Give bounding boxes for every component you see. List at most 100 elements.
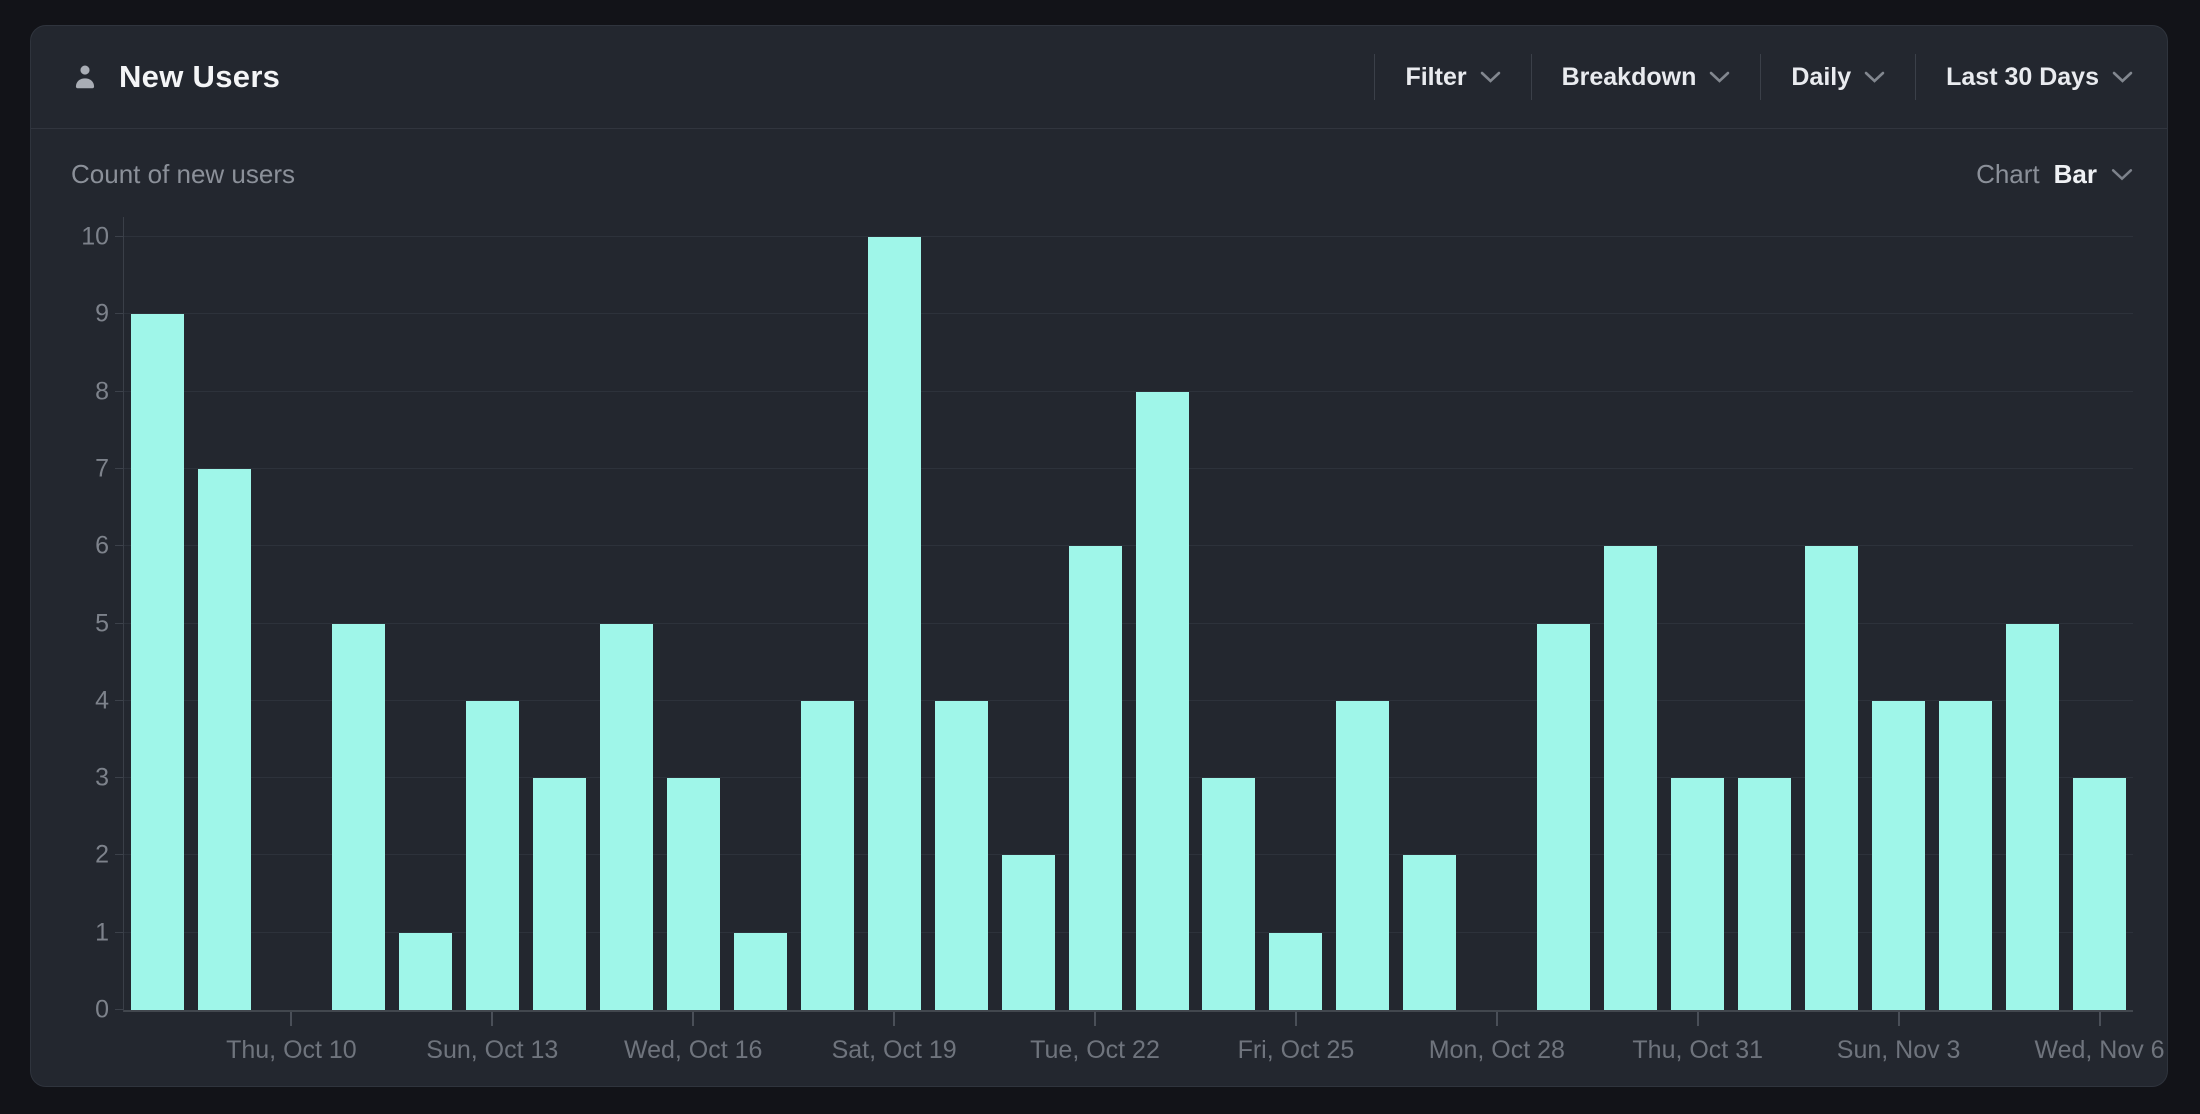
chart-bar[interactable] (1068, 546, 1122, 1010)
x-axis-label: Sat, Oct 19 (831, 1036, 957, 1064)
x-axis-tick (290, 1012, 293, 1026)
chart-bar[interactable] (197, 468, 251, 1010)
card-header: New Users Filter Breakdown Daily Last 30… (31, 26, 2167, 129)
chart-bar[interactable] (1336, 700, 1390, 1010)
bar-slot (1999, 217, 2066, 1010)
filter-dropdown[interactable]: Filter (1374, 54, 1530, 100)
bar-slot (727, 217, 794, 1010)
gridline (124, 390, 2133, 392)
chart-bar[interactable] (867, 237, 921, 1010)
chart-bar[interactable] (1135, 391, 1189, 1010)
bar-slot (1396, 217, 1463, 1010)
bar-slot (593, 217, 660, 1010)
chevron-down-icon (1710, 71, 1730, 83)
x-axis-tick (2098, 1012, 2101, 1026)
bar-slot (1262, 217, 1329, 1010)
y-axis-label: 4 (95, 686, 109, 715)
chart-bar[interactable] (1738, 778, 1792, 1010)
y-axis-label: 6 (95, 531, 109, 560)
y-axis-tick (115, 777, 123, 779)
new-users-card: New Users Filter Breakdown Daily Last 30… (30, 25, 2168, 1087)
chart-bar[interactable] (1403, 855, 1457, 1010)
chart-bar[interactable] (465, 700, 519, 1010)
granularity-dropdown[interactable]: Daily (1760, 54, 1915, 100)
chart-bar[interactable] (1202, 778, 1256, 1010)
y-axis-tick (115, 545, 123, 547)
chart-bar[interactable] (331, 623, 385, 1010)
chart-bar[interactable] (1671, 778, 1725, 1010)
bar-slot (1731, 217, 1798, 1010)
breakdown-dropdown[interactable]: Breakdown (1530, 54, 1761, 100)
gridline (124, 699, 2133, 701)
chart-type-dropdown[interactable]: Chart Bar (1976, 159, 2133, 190)
date-range-dropdown[interactable]: Last 30 Days (1915, 54, 2137, 100)
chart-bar[interactable] (934, 700, 988, 1010)
x-axis-tick (692, 1012, 695, 1026)
y-axis-tick (115, 1009, 123, 1010)
chart-bar[interactable] (1872, 700, 1926, 1010)
x-axis-label: Wed, Oct 16 (623, 1036, 763, 1064)
y-axis-tick (115, 313, 123, 315)
bar-slot (1329, 217, 1396, 1010)
bar-slot (1798, 217, 1865, 1010)
x-axis-label: Wed, Nov 6 (2034, 1036, 2165, 1064)
chevron-down-icon (2112, 71, 2133, 83)
bar-slot (258, 217, 325, 1010)
chart-bar[interactable] (1537, 623, 1591, 1010)
chart-bar[interactable] (666, 778, 720, 1010)
chart-picker-label: Chart (1976, 158, 2040, 189)
date-range-label: Last 30 Days (1946, 62, 2099, 91)
bar-slot (526, 217, 593, 1010)
x-axis-tick (1897, 1012, 1900, 1026)
bar-slot (1129, 217, 1196, 1010)
breakdown-label: Breakdown (1561, 62, 1697, 91)
chevron-down-icon (1480, 71, 1500, 83)
y-axis-label: 1 (95, 918, 109, 947)
gridline (124, 777, 2133, 779)
chart-bar[interactable] (1939, 700, 1993, 1010)
chevron-down-icon (2111, 168, 2133, 180)
y-axis-label: 8 (95, 377, 109, 406)
gridline (124, 313, 2133, 315)
y-axis-label: 2 (95, 840, 109, 869)
chart-bar[interactable] (1805, 546, 1859, 1010)
y-axis-label: 5 (95, 609, 109, 637)
chart-bar[interactable] (130, 314, 184, 1010)
chart-picker-value: Bar (2053, 158, 2097, 189)
y-axis-tick (115, 236, 123, 237)
chart-bar[interactable] (532, 778, 586, 1010)
y-axis-tick (115, 622, 123, 624)
x-axis-label: Mon, Oct 28 (1428, 1036, 1565, 1064)
y-axis-tick (115, 390, 123, 392)
bar-slot (1865, 217, 1932, 1010)
gridline (124, 467, 2133, 469)
x-axis-tick (1094, 1012, 1097, 1026)
bar-slot (1597, 217, 1664, 1010)
gridline (124, 545, 2133, 547)
y-axis-label: 7 (95, 454, 109, 483)
x-axis-label: Thu, Oct 10 (226, 1036, 357, 1064)
chart-bar[interactable] (599, 623, 653, 1010)
header-controls: Filter Breakdown Daily Last 30 Days (1374, 54, 2137, 100)
bar-slot (794, 217, 861, 1010)
chart-bar[interactable] (2073, 778, 2127, 1010)
chart-bar[interactable] (733, 932, 787, 1010)
chart-bar[interactable] (2006, 623, 2060, 1010)
chart-bar[interactable] (1604, 546, 1658, 1010)
bar-slot (2066, 217, 2133, 1010)
bar-slot (1530, 217, 1597, 1010)
x-axis-tick (1495, 1012, 1498, 1026)
chart-bar[interactable] (1269, 932, 1323, 1010)
chart-bar[interactable] (1001, 855, 1055, 1010)
x-axis-label: Sun, Nov 3 (1836, 1036, 1961, 1064)
chart-bar[interactable] (398, 932, 452, 1010)
gridline (124, 931, 2133, 933)
gridline (124, 854, 2133, 856)
bar-slot (660, 217, 727, 1010)
x-axis-label: Sun, Oct 13 (426, 1036, 559, 1064)
bar-slot (1664, 217, 1731, 1010)
user-icon (69, 61, 101, 93)
bar-slot (459, 217, 526, 1010)
y-axis-label: 0 (95, 995, 109, 1024)
chart-bar[interactable] (800, 700, 854, 1010)
